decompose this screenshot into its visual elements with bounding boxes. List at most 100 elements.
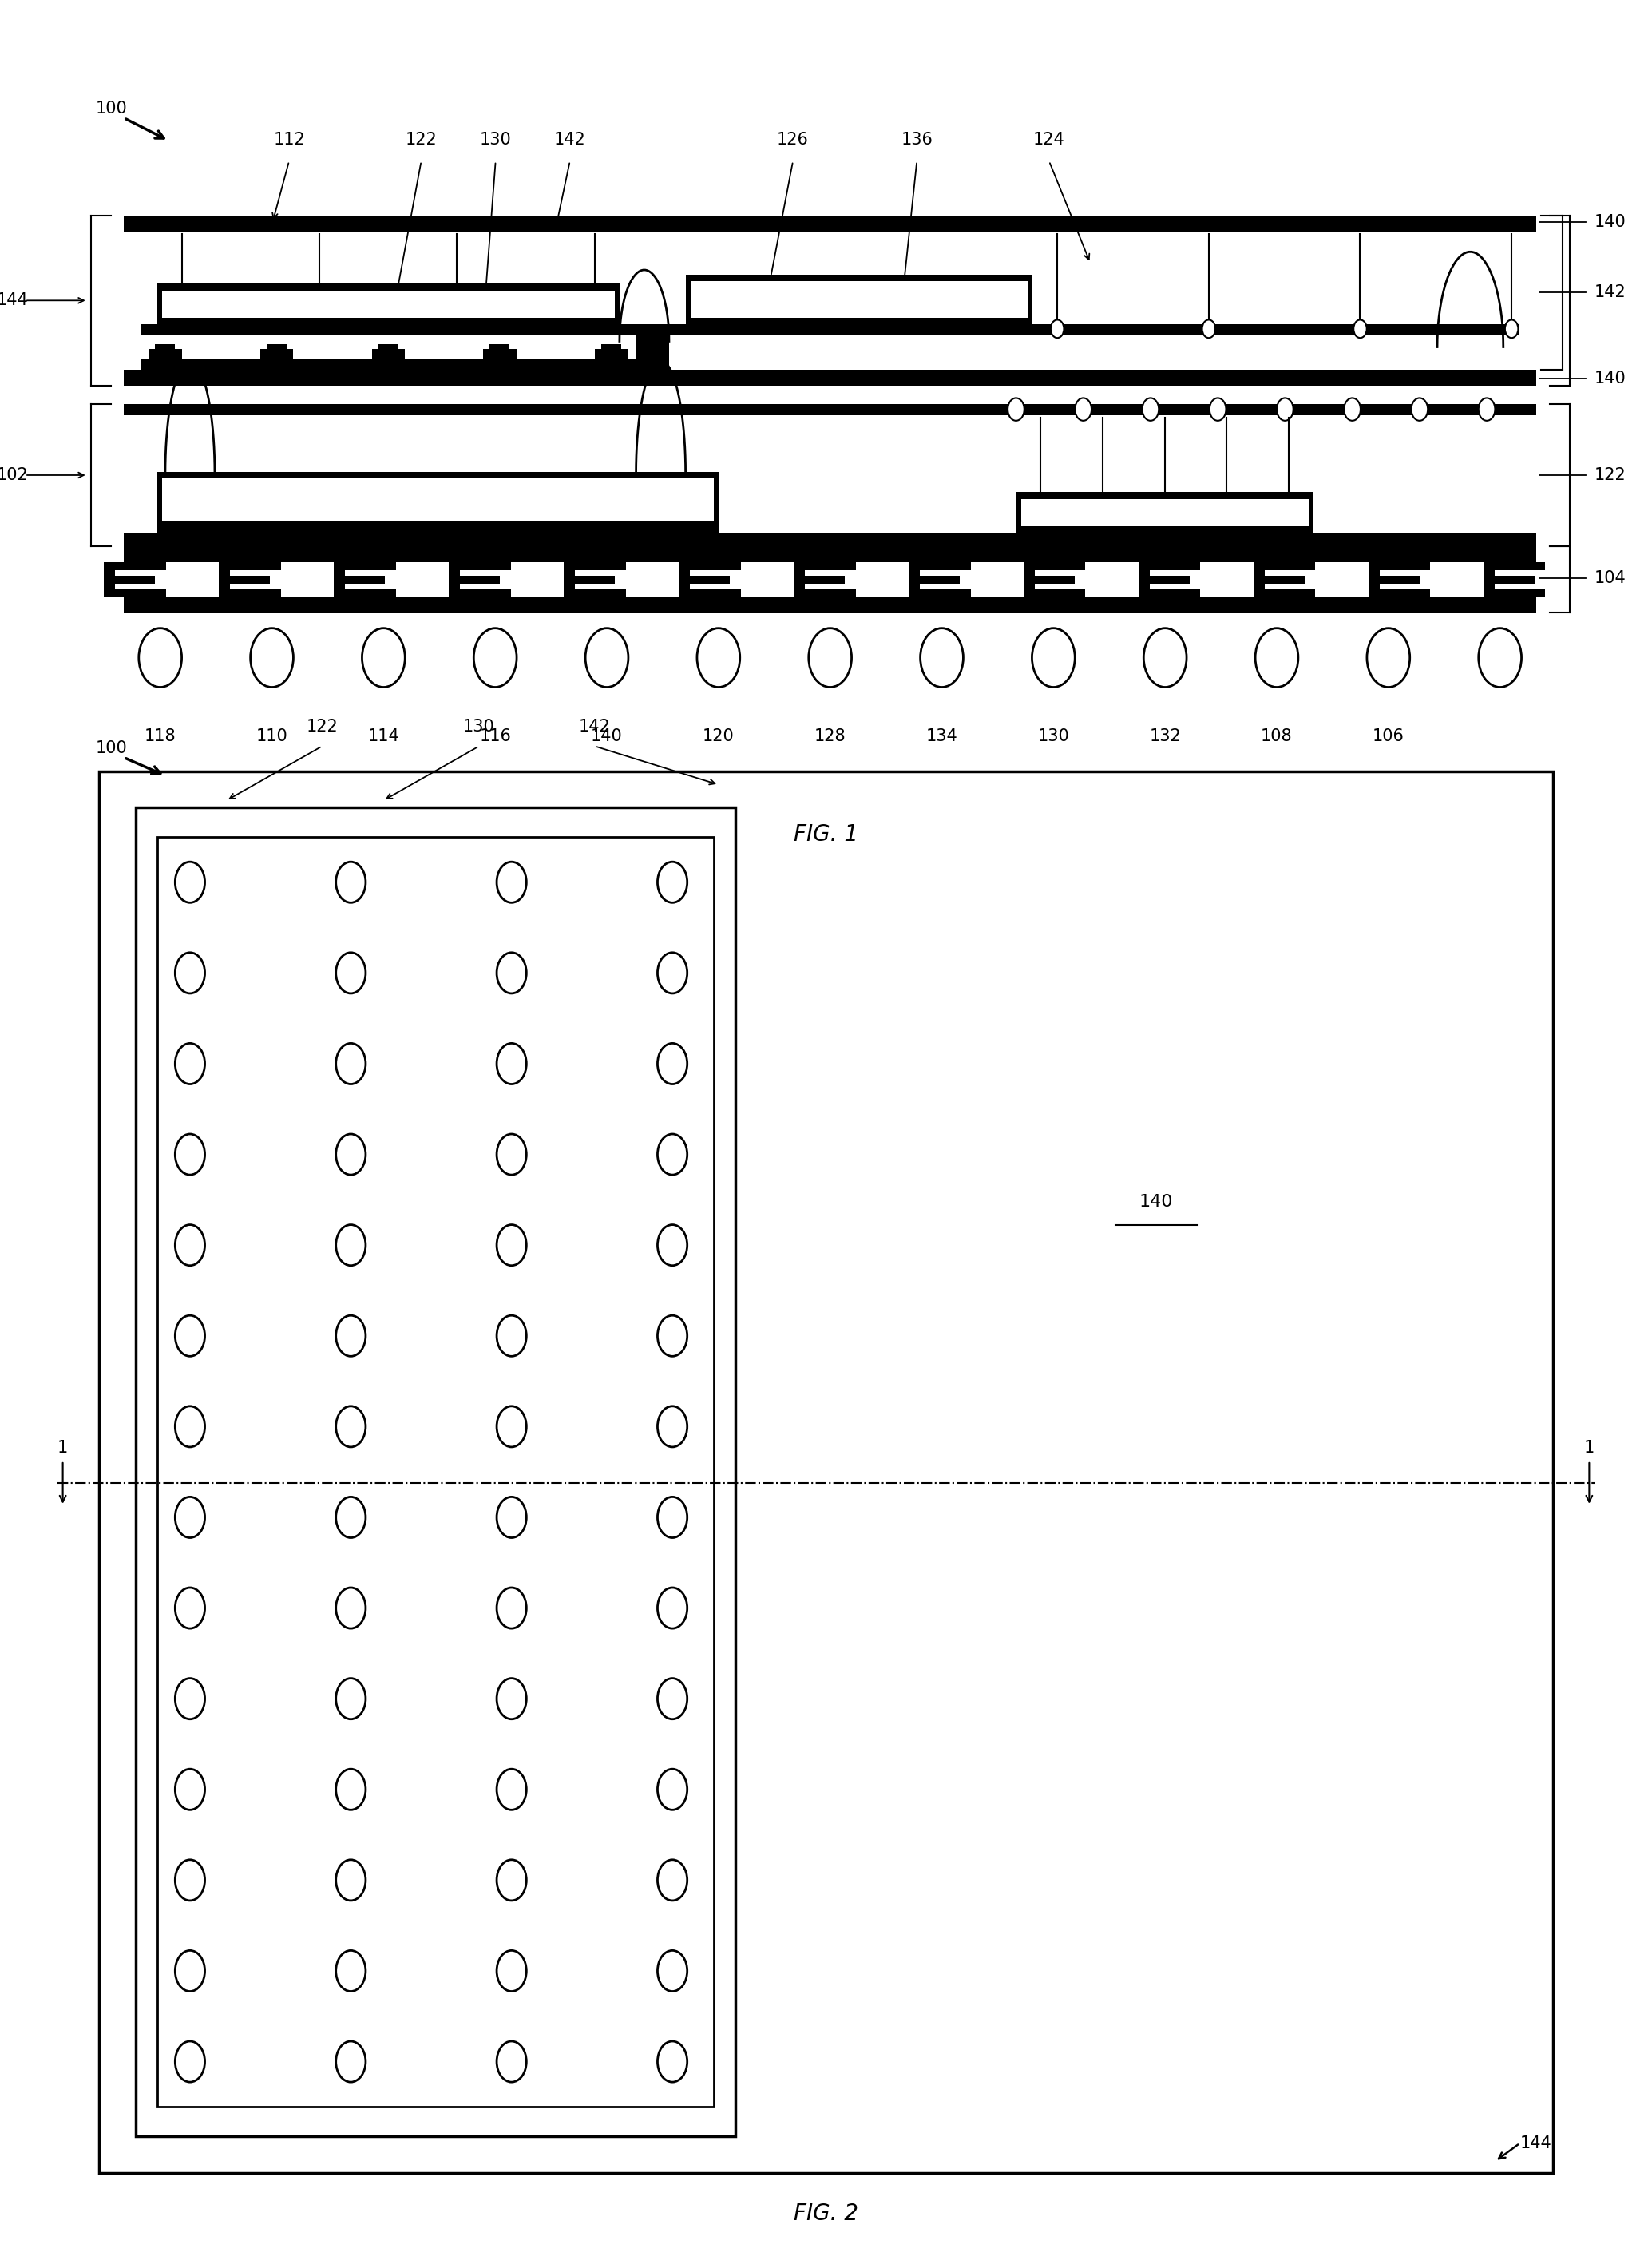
Bar <box>1024 590 1085 596</box>
Bar <box>1138 590 1201 596</box>
Bar <box>1483 576 1535 583</box>
Circle shape <box>657 1769 687 1810</box>
Circle shape <box>497 1860 527 1901</box>
Bar <box>124 547 1536 562</box>
Circle shape <box>335 1678 365 1719</box>
Bar <box>155 345 175 349</box>
Circle shape <box>497 2041 527 2082</box>
Circle shape <box>1143 628 1186 687</box>
Bar <box>1368 562 1431 569</box>
Circle shape <box>139 628 182 687</box>
Bar <box>601 345 621 349</box>
Text: 142: 142 <box>1594 284 1626 302</box>
Bar <box>449 576 501 583</box>
Bar <box>140 324 636 336</box>
Bar <box>1024 562 1085 569</box>
Bar <box>669 324 1520 336</box>
Circle shape <box>175 2041 205 2082</box>
Circle shape <box>657 1225 687 1266</box>
Bar <box>124 404 1536 415</box>
Circle shape <box>657 1678 687 1719</box>
Circle shape <box>335 1406 365 1447</box>
Bar <box>378 345 398 349</box>
Bar <box>135 807 735 2136</box>
Circle shape <box>175 862 205 903</box>
Circle shape <box>175 1497 205 1538</box>
Bar <box>1024 562 1034 596</box>
Circle shape <box>497 1497 527 1538</box>
Bar <box>691 281 1028 318</box>
Text: 116: 116 <box>479 728 510 744</box>
Text: 100: 100 <box>96 100 127 118</box>
Bar <box>124 370 1536 386</box>
Bar <box>162 290 615 318</box>
Bar <box>489 345 509 349</box>
Bar <box>149 349 182 358</box>
Bar <box>99 771 1553 2173</box>
Circle shape <box>497 1315 527 1356</box>
Bar <box>1254 590 1315 596</box>
Text: 108: 108 <box>1260 728 1292 744</box>
Bar <box>1021 499 1308 526</box>
Bar <box>795 562 856 569</box>
Circle shape <box>920 628 963 687</box>
Bar <box>124 215 1536 231</box>
Bar <box>162 479 714 522</box>
Circle shape <box>657 1588 687 1628</box>
Bar <box>449 562 459 596</box>
Circle shape <box>1411 399 1427 420</box>
Text: 118: 118 <box>144 728 177 744</box>
Text: 142: 142 <box>578 719 611 735</box>
Circle shape <box>657 1406 687 1447</box>
Bar <box>636 324 669 370</box>
Circle shape <box>497 1950 527 1991</box>
Circle shape <box>1345 399 1361 420</box>
Circle shape <box>1353 320 1366 338</box>
Circle shape <box>657 862 687 903</box>
Bar <box>1138 562 1150 596</box>
Bar <box>334 562 345 596</box>
Circle shape <box>335 1134 365 1175</box>
Bar <box>104 576 155 583</box>
Circle shape <box>175 953 205 993</box>
Text: 104: 104 <box>1594 569 1626 587</box>
Bar <box>334 562 396 569</box>
Bar <box>266 345 287 349</box>
Circle shape <box>657 1315 687 1356</box>
Bar <box>1254 576 1305 583</box>
Text: 100: 100 <box>96 739 127 758</box>
Text: 140: 140 <box>1140 1193 1173 1211</box>
Bar <box>220 562 281 569</box>
Circle shape <box>1051 320 1064 338</box>
Bar <box>1024 576 1074 583</box>
Bar <box>124 596 1536 612</box>
Bar <box>104 562 165 569</box>
Text: 110: 110 <box>256 728 287 744</box>
Circle shape <box>474 628 517 687</box>
Bar <box>563 562 626 569</box>
Text: 128: 128 <box>814 728 846 744</box>
Circle shape <box>335 1497 365 1538</box>
Circle shape <box>335 1225 365 1266</box>
Bar <box>563 562 575 596</box>
Text: FIG. 1: FIG. 1 <box>793 823 859 846</box>
Bar <box>220 576 269 583</box>
Text: 102: 102 <box>0 467 28 483</box>
Bar <box>1368 562 1379 596</box>
Circle shape <box>497 862 527 903</box>
Bar <box>449 590 510 596</box>
Bar <box>679 562 691 596</box>
Bar <box>220 590 281 596</box>
Bar <box>157 528 719 540</box>
Bar <box>372 349 405 358</box>
Circle shape <box>335 1950 365 1991</box>
Circle shape <box>251 628 294 687</box>
Text: 144: 144 <box>1520 2134 1551 2152</box>
Bar <box>1483 562 1545 569</box>
Bar <box>220 562 230 596</box>
Text: 114: 114 <box>368 728 400 744</box>
Bar <box>563 590 626 596</box>
Circle shape <box>1203 320 1216 338</box>
Circle shape <box>175 1678 205 1719</box>
Text: 130: 130 <box>463 719 496 735</box>
